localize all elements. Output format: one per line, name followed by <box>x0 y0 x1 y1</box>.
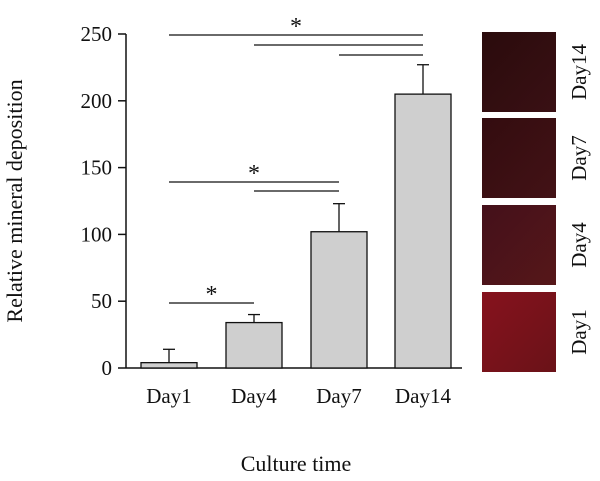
significance-star: * <box>248 161 260 187</box>
stain-image-label: Day1 <box>567 309 591 355</box>
bar-day1 <box>140 362 198 369</box>
stain-image-day1 <box>482 292 556 372</box>
y-ticks: 0 50 100 150 200 250 <box>81 22 126 380</box>
stain-image-panel: Day14 Day7 Day4 Day1 <box>482 32 591 372</box>
bar-day14 <box>394 93 452 369</box>
stain-image-label: Day4 <box>567 222 591 268</box>
stain-image-day4 <box>482 205 556 285</box>
bar-day7 <box>310 231 368 369</box>
x-tick-label: Day14 <box>395 384 451 408</box>
y-tick-label: 250 <box>81 22 113 46</box>
stain-image-day7 <box>482 118 556 198</box>
x-tick-label: Day1 <box>146 384 192 408</box>
bars <box>140 93 452 369</box>
y-tick-label: 200 <box>81 89 113 113</box>
significance-star: * <box>290 14 302 40</box>
error-bars <box>163 64 429 363</box>
stain-image-label: Day7 <box>567 135 591 181</box>
stain-image-label: Day14 <box>567 44 591 100</box>
y-axis-title: Relative mineral deposition <box>2 79 27 322</box>
x-category-labels: Day1 Day4 Day7 Day14 <box>146 384 451 408</box>
x-tick-label: Day7 <box>316 384 362 408</box>
significance-brackets: * * * <box>169 14 423 308</box>
stain-image-day14 <box>482 32 556 112</box>
bar-day4 <box>225 321 283 369</box>
x-axis-title: Culture time <box>241 451 352 476</box>
y-tick-label: 50 <box>91 289 112 313</box>
y-tick-label: 150 <box>81 156 113 180</box>
significance-star: * <box>206 282 218 308</box>
y-tick-label: 0 <box>102 356 113 380</box>
x-tick-label: Day4 <box>231 384 277 408</box>
y-tick-label: 100 <box>81 222 113 246</box>
